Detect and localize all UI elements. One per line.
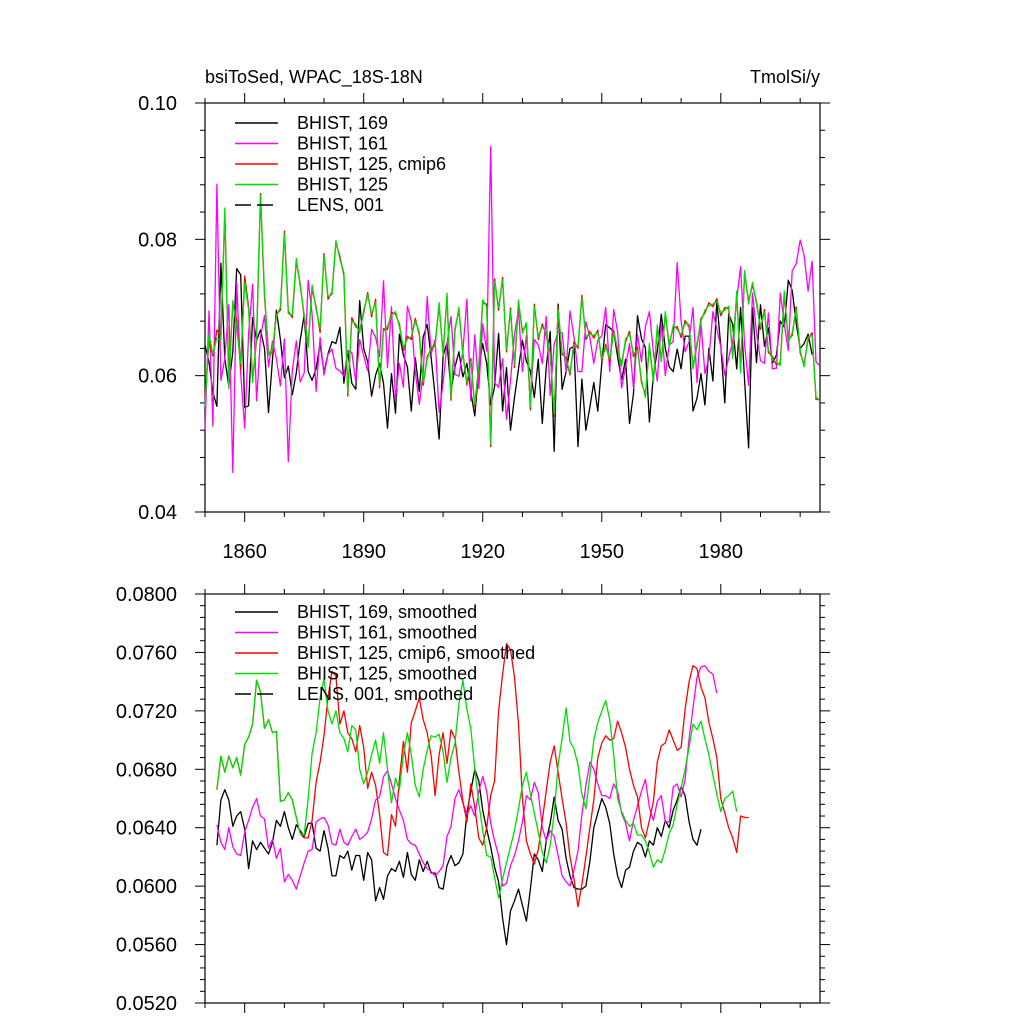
legend-label: BHIST, 125, smoothed [297, 664, 477, 684]
legend-label: LENS, 001, smoothed [297, 684, 473, 704]
series-line-bhist-161-smoothed [216, 664, 718, 890]
bottom-plot-frame [204, 593, 821, 1004]
series-line-bhist-169-smoothed [216, 768, 702, 946]
top-plot-frame [204, 102, 821, 513]
bottom-axis-ticks: 0.0520 0.0560 0.0600 0.0640 0.0680 0.0720 0.07… [116, 584, 830, 1015]
top-panel: bsiToSed, WPAC_18S-18N TmolSi/y 0.04 0.06… [138, 67, 830, 563]
y-tick-label: 0.06 [138, 366, 177, 388]
series-line-bhist-125 [204, 195, 821, 445]
y-tick-label: 0.0720 [116, 701, 177, 723]
top-title-left: bsiToSed, WPAC_18S-18N [205, 67, 423, 88]
top-title-right: TmolSi/y [750, 67, 820, 87]
series-line-bhist-125-cmip6-smoothed [216, 643, 749, 908]
legend-label: LENS, 001 [297, 195, 384, 215]
y-tick-label: 0.0760 [116, 642, 177, 664]
series-line-bhist-169 [204, 262, 813, 452]
x-tick-label: 1890 [341, 541, 386, 563]
x-tick-label: 1920 [460, 541, 505, 563]
top-series-group [204, 145, 821, 474]
x-tick-label: 1950 [580, 541, 625, 563]
bottom-series-group [216, 643, 749, 946]
legend-label: BHIST, 125 [297, 175, 388, 195]
y-tick-label: 0.0800 [116, 584, 177, 606]
legend-label: BHIST, 161, smoothed [297, 623, 477, 643]
y-tick-label: 0.0600 [116, 876, 177, 898]
legend-label: BHIST, 125, cmip6, smoothed [297, 643, 535, 663]
legend-label: BHIST, 169, smoothed [297, 602, 477, 622]
legend-label: BHIST, 125, cmip6 [297, 154, 446, 174]
y-tick-label: 0.0560 [116, 935, 177, 957]
series-line-bhist-161 [204, 145, 821, 474]
legend-label: BHIST, 169 [297, 113, 388, 133]
y-tick-label: 0.0680 [116, 759, 177, 781]
y-tick-label: 0.10 [138, 93, 177, 115]
bottom-panel: 0.0520 0.0560 0.0600 0.0640 0.0680 0.0720 0.07… [116, 584, 830, 1015]
top-axis-ticks: 0.04 0.06 0.08 0.10 1860 1890 1920 1950 1980 [138, 93, 830, 563]
y-tick-label: 0.0640 [116, 818, 177, 840]
y-tick-label: 0.04 [138, 502, 177, 524]
y-tick-label: 0.08 [138, 229, 177, 251]
legend-label: BHIST, 161 [297, 134, 388, 154]
y-tick-label: 0.0520 [116, 993, 177, 1015]
x-tick-label: 1860 [222, 541, 267, 563]
x-tick-label: 1980 [699, 541, 744, 563]
series-line-bhist-125-smoothed [216, 678, 738, 899]
